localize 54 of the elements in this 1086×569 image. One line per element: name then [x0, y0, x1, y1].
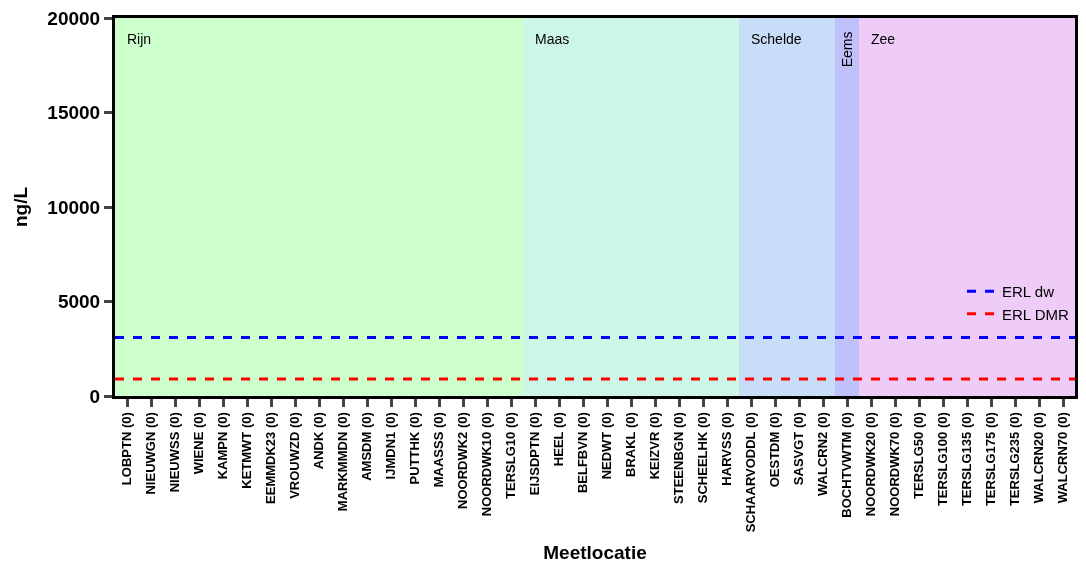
y-tick-label: 20000	[47, 7, 101, 29]
x-tick-label: HEEL (0)	[551, 412, 567, 467]
x-tick-label: AMSDM (0)	[359, 412, 375, 481]
x-tick-label: BELFBVN (0)	[575, 412, 591, 494]
x-tick-label: STEENBGN (0)	[671, 412, 687, 504]
band-label: Rijn	[127, 31, 152, 47]
x-tick-label: MARKMMDN (0)	[335, 412, 351, 512]
band-label: Schelde	[751, 31, 802, 47]
y-axis-title: ng/L	[10, 186, 32, 228]
x-tick-label: EEMMDK23 (0)	[263, 412, 279, 504]
y-tick-label: 15000	[47, 102, 101, 124]
x-tick-label: WALCRN70 (0)	[1055, 412, 1071, 504]
x-tick-label: WALCRN2 (0)	[815, 412, 831, 496]
x-tick-label: VROUWZD (0)	[287, 412, 303, 499]
x-tick-label: IJMDN1 (0)	[383, 412, 399, 480]
x-tick-label: NOORDWK10 (0)	[479, 412, 495, 517]
x-tick-label: EIJSDPTN (0)	[527, 412, 543, 496]
x-tick-label: WALCRN20 (0)	[1031, 412, 1047, 504]
x-tick-label: NIEUWSS (0)	[167, 412, 183, 493]
x-tick-label: ANDK (0)	[311, 412, 327, 470]
x-tick-label: WIENE (0)	[191, 412, 207, 475]
x-tick-label: BRAKL (0)	[623, 412, 639, 477]
x-tick-label: SASVGT (0)	[791, 412, 807, 486]
y-tick-label: 5000	[57, 291, 101, 313]
x-tick-label: OESTDM (0)	[767, 412, 783, 488]
band-label: Eems	[838, 31, 855, 68]
x-tick-label: KEIZVR (0)	[647, 412, 663, 480]
x-tick-label: TERSLG10 (0)	[503, 412, 519, 499]
y-tick-label: 10000	[47, 196, 101, 218]
band-label: Zee	[871, 31, 896, 47]
x-tick-label: SCHAARVODDL (0)	[743, 412, 759, 533]
x-axis-title: Meetlocatie	[543, 542, 647, 564]
x-tick-label: MAASSS (0)	[431, 412, 447, 488]
x-tick-label: LOBPTN (0)	[119, 412, 135, 486]
x-tick-label: TERSLG235 (0)	[1007, 412, 1023, 507]
x-tick-label: TERSLG100 (0)	[935, 412, 951, 507]
x-tick-label: NOORDWK20 (0)	[863, 412, 879, 517]
x-tick-label: BOCHTVWTM (0)	[839, 412, 855, 518]
x-tick-label: NOORDWK2 (0)	[455, 412, 471, 509]
x-tick-label: PUTTHK (0)	[407, 412, 423, 485]
x-tick-label: TERSLG175 (0)	[983, 412, 999, 507]
x-tick-label: KAMPN (0)	[215, 412, 231, 480]
x-tick-label: SCHEELHK (0)	[695, 412, 711, 504]
x-tick-label: TERSLG135 (0)	[959, 412, 975, 507]
x-tick-label: NEDWT (0)	[599, 412, 615, 480]
x-tick-label: HARVSS (0)	[719, 412, 735, 486]
x-tick-label: TERSLG50 (0)	[911, 412, 927, 499]
band-label: Maas	[535, 31, 570, 47]
x-tick-label: NIEUWGN (0)	[143, 412, 159, 495]
legend-label: ERL dw	[1002, 283, 1055, 301]
legend-label: ERL DMR	[1002, 305, 1070, 323]
x-tick-label: NOORDWK70 (0)	[887, 412, 903, 517]
y-tick-label: 0	[89, 385, 101, 407]
x-tick-label: KETMWT (0)	[239, 412, 255, 489]
